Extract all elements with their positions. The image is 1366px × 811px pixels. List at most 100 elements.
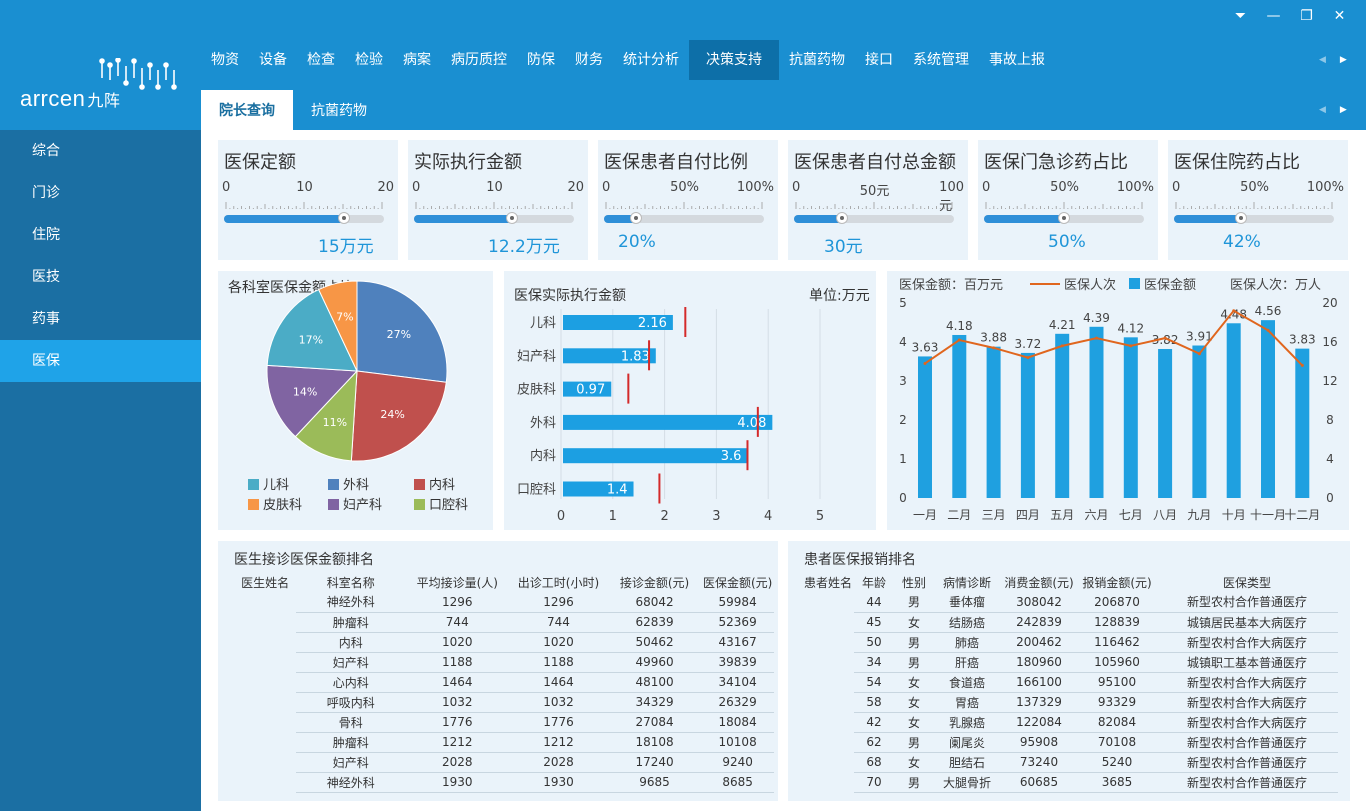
sidebar-item-0[interactable]: 综合 xyxy=(32,143,60,159)
dropdown-icon[interactable]: ⏷ xyxy=(1234,8,1247,24)
kpi-slider-knob[interactable] xyxy=(505,212,518,224)
pie-slice[interactable] xyxy=(350,370,447,462)
nav-item-7[interactable]: 财务 xyxy=(575,52,603,68)
arrow-right-icon[interactable]: ▶ xyxy=(1339,55,1347,65)
table-row[interactable]: 呼吸内科 1032 1032 34329 26329 xyxy=(234,692,774,713)
bar-value-label: 3.6 xyxy=(721,449,742,464)
sidebar-item-1[interactable]: 门诊 xyxy=(32,185,60,201)
kpi-slider-knob[interactable] xyxy=(1235,212,1248,224)
x-tick-label: 八月 xyxy=(1153,508,1177,522)
kpi-title: 医保定额 xyxy=(224,152,296,173)
bar[interactable] xyxy=(952,334,967,498)
nav-item-3[interactable]: 检验 xyxy=(355,52,383,68)
table-cell: 食道癌 xyxy=(934,672,1000,693)
sidebar-item-5[interactable]: 医保 xyxy=(0,340,201,382)
nav-item-0[interactable]: 物资 xyxy=(211,52,239,68)
table-row[interactable]: 50 男肺癌 200462 116462 新型农村合作大病医疗 xyxy=(802,632,1338,653)
kpi-slider-knob[interactable] xyxy=(630,212,642,224)
table-row[interactable]: 34 男肝癌 180960 105960 城镇职工基本普通医疗 xyxy=(802,652,1338,673)
table-row[interactable]: 58 女胃癌 137329 93329 新型农村合作大病医疗 xyxy=(802,692,1338,713)
table-row[interactable]: 心内科 1464 1464 48100 34104 xyxy=(234,672,774,693)
nav-item-8[interactable]: 统计分析 xyxy=(623,52,679,68)
kpi-value: 15万元 xyxy=(318,237,374,257)
pie-slice[interactable] xyxy=(318,280,358,372)
table-row[interactable]: 神经外科 1296 1296 68042 59984 xyxy=(234,592,774,613)
line-point xyxy=(1232,309,1236,313)
sidebar-item-2[interactable]: 住院 xyxy=(32,227,60,243)
pie-slice[interactable] xyxy=(356,280,448,383)
table-cell: 1188 xyxy=(405,652,510,673)
bar[interactable] xyxy=(563,448,748,464)
bar[interactable] xyxy=(1123,337,1138,498)
nav-item-13[interactable]: 事故上报 xyxy=(989,52,1045,68)
table-row[interactable]: 妇产科 1188 1188 49960 39839 xyxy=(234,652,774,673)
nav-item-5[interactable]: 病历质控 xyxy=(451,52,507,68)
bar[interactable] xyxy=(1192,345,1207,498)
nav-item-9[interactable]: 决策支持 xyxy=(689,40,779,80)
table-row[interactable]: 62 男阑尾炎 95908 70108 新型农村合作普通医疗 xyxy=(802,732,1338,753)
nav-item-6[interactable]: 防保 xyxy=(527,52,555,68)
table-cell: 新型农村合作大病医疗 xyxy=(1156,672,1338,693)
sub-tab-1[interactable]: 抗菌药物 xyxy=(311,103,367,119)
pie-slice[interactable] xyxy=(266,288,358,372)
bar-value-label: 4.12 xyxy=(1117,321,1144,335)
kpi-value: 30元 xyxy=(824,237,863,257)
nav-item-2[interactable]: 检查 xyxy=(307,52,335,68)
kpi-fill xyxy=(1174,215,1242,223)
minimize-icon[interactable]: — xyxy=(1266,8,1281,24)
table-row[interactable]: 45 女结肠癌 242839 128839 城镇居民基本大病医疗 xyxy=(802,612,1338,633)
bar[interactable] xyxy=(1261,320,1275,498)
nav-item-1[interactable]: 设备 xyxy=(259,52,287,68)
bar[interactable] xyxy=(563,381,612,397)
table-row[interactable]: 肿瘤科 1212 1212 18108 10108 xyxy=(234,732,774,753)
bar[interactable] xyxy=(563,348,656,364)
bar[interactable] xyxy=(1158,349,1173,498)
bar[interactable] xyxy=(1226,323,1241,498)
bar[interactable] xyxy=(563,414,773,430)
table-row[interactable]: 44 男垂体瘤 308042 206870 新型农村合作普通医疗 xyxy=(802,592,1338,613)
bar[interactable] xyxy=(1089,326,1104,498)
category-label: 内科 xyxy=(530,448,556,464)
table-row[interactable]: 妇产科 2028 2028 17240 9240 xyxy=(234,752,774,773)
kpi-slider-knob[interactable] xyxy=(1058,212,1070,224)
bar-title: 医保实际执行金额 xyxy=(514,288,626,304)
bar[interactable] xyxy=(563,481,634,497)
sub-tab-0[interactable]: 院长查询 xyxy=(201,90,293,130)
table-row[interactable]: 骨科 1776 1776 27084 18084 xyxy=(234,712,774,733)
sidebar-item-4[interactable]: 药事 xyxy=(32,311,60,327)
nav-item-12[interactable]: 系统管理 xyxy=(913,52,969,68)
kpi-title: 实际执行金额 xyxy=(414,152,522,173)
bar[interactable] xyxy=(1295,348,1310,498)
table-row[interactable]: 肿瘤科 744 744 62839 52369 xyxy=(234,612,774,633)
table-cell: 59984 xyxy=(701,592,774,613)
restore-icon[interactable]: ❐ xyxy=(1300,8,1313,24)
nav-item-4[interactable]: 病案 xyxy=(403,52,431,68)
bar[interactable] xyxy=(1020,352,1035,498)
table-row[interactable]: 内科 1020 1020 50462 43167 xyxy=(234,632,774,653)
nav-item-11[interactable]: 接口 xyxy=(865,52,893,68)
nav-item-10[interactable]: 抗菌药物 xyxy=(789,52,845,68)
close-icon[interactable]: ✕ xyxy=(1333,8,1346,24)
kpi-scale: 0 10 20 xyxy=(412,180,584,195)
arrow-right-icon[interactable]: ▶ xyxy=(1339,105,1347,115)
legend-label: 外科 xyxy=(343,478,369,493)
kpi-slider-knob[interactable] xyxy=(836,212,848,224)
bar[interactable] xyxy=(918,356,932,498)
bar[interactable] xyxy=(986,346,1001,498)
pie-slice[interactable] xyxy=(266,364,359,438)
sidebar-item-3[interactable]: 医技 xyxy=(32,269,60,285)
kpi-slider-knob[interactable] xyxy=(338,212,350,224)
bar[interactable] xyxy=(1055,333,1070,498)
table-row[interactable]: 54 女食道癌 166100 95100 新型农村合作大病医疗 xyxy=(802,672,1338,693)
line-point xyxy=(957,338,961,342)
column-header: 平均接诊量(人) xyxy=(416,575,498,590)
bar[interactable] xyxy=(563,315,673,330)
table-row[interactable]: 70 男大腿骨折 60685 3685 新型农村合作普通医疗 xyxy=(802,772,1338,793)
table-row[interactable]: 42 女乳腺癌 122084 82084 新型农村合作大病医疗 xyxy=(802,712,1338,733)
table-row[interactable]: 68 女胆结石 73240 5240 新型农村合作普通医疗 xyxy=(802,752,1338,773)
arrow-left-icon[interactable]: ◀ xyxy=(1319,55,1326,65)
arrow-left-icon[interactable]: ◀ xyxy=(1319,105,1326,115)
table-cell: 166100 xyxy=(1000,672,1078,693)
table-row[interactable]: 神经外科 1930 1930 9685 8685 xyxy=(234,772,774,793)
